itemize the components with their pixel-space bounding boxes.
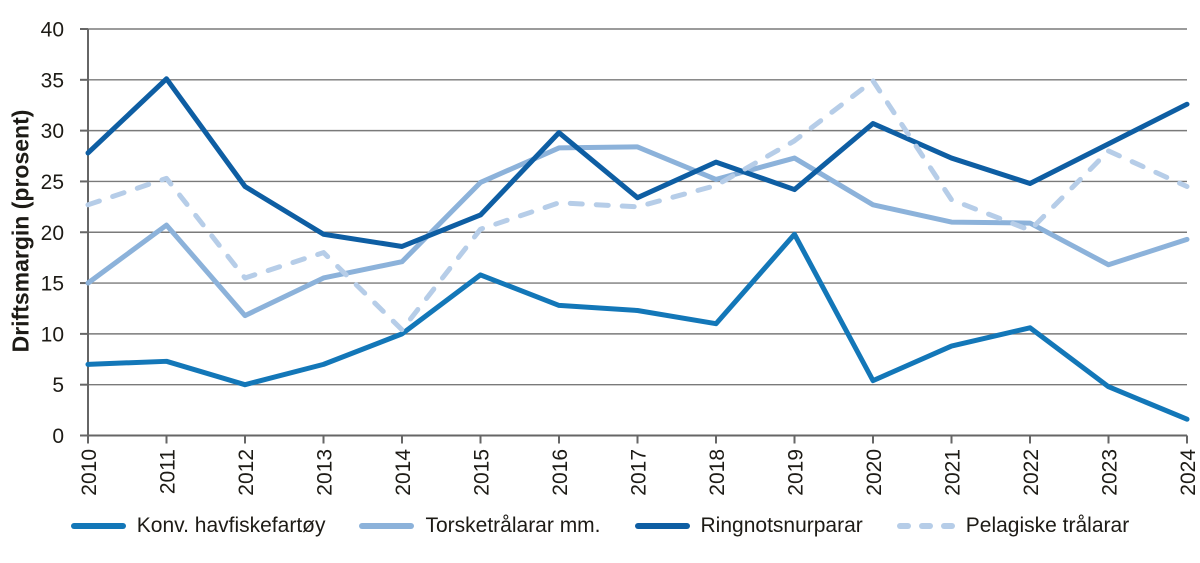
x-tick-label: 2010 — [78, 449, 101, 496]
y-tick-label: 20 — [41, 222, 64, 245]
dash-segment — [918, 523, 933, 529]
y-tick-label: 30 — [41, 120, 64, 143]
series-line-konv-havfiskefart-y — [85, 231, 1190, 422]
legend-item: Pelagiske trålarar — [896, 514, 1130, 538]
x-tick-label: 2014 — [392, 449, 415, 496]
x-tick-label: 2024 — [1177, 449, 1200, 496]
legend-item: Konv. havfiskefartøy — [70, 514, 326, 538]
line-swatch — [359, 523, 415, 529]
y-tick-label: 0 — [52, 425, 64, 448]
y-tick-label: 10 — [41, 323, 64, 346]
legend-label: Konv. havfiskefartøy — [136, 514, 326, 537]
legend-label: Torsketrålarar mm. — [425, 514, 601, 537]
x-tick-label: 2011 — [157, 449, 180, 494]
line-swatch — [70, 523, 126, 529]
x-tick-label: 2023 — [1099, 449, 1122, 496]
plot-area: 0 5 10 15 20 25 30 35 40 2010 2011 2012 2013 2014 2015… — [41, 19, 1200, 496]
dash-segment — [940, 523, 955, 529]
y-tick-label: 25 — [41, 171, 64, 194]
series-line-ringnotsnurparar — [85, 76, 1190, 249]
line-swatch — [634, 523, 690, 529]
y-tick-label: 15 — [41, 273, 64, 296]
x-tick-label: 2021 — [942, 449, 965, 496]
y-tick-label: 35 — [41, 69, 64, 92]
y-tick-label: 40 — [41, 19, 64, 42]
x-tick-label: 2012 — [235, 449, 258, 496]
x-tick-label: 2018 — [706, 449, 729, 496]
x-tick-label: 2016 — [549, 449, 572, 496]
dashed-line-swatch — [896, 523, 955, 529]
x-tick-label: 2019 — [785, 449, 808, 496]
legend-label: Ringnotsnurparar — [700, 514, 863, 537]
x-tick-label: 2022 — [1020, 449, 1043, 496]
legend-item: Torsketrålarar mm. — [359, 514, 601, 538]
x-tick-label: 2013 — [314, 449, 337, 496]
legend-label: Pelagiske trålarar — [965, 514, 1130, 537]
series-line-pelagiske-tr-larar — [85, 78, 1190, 333]
y-tick-label: 5 — [52, 374, 64, 397]
x-tick-label: 2015 — [471, 449, 494, 496]
x-tick-label: 2020 — [863, 449, 886, 496]
legend-item: Ringnotsnurparar — [634, 514, 863, 538]
y-axis-label: Driftsmargin (prosent) — [7, 109, 34, 353]
x-tick-label: 2017 — [628, 449, 651, 496]
series-line-torsketr-larar-mm — [85, 144, 1190, 319]
dash-segment — [896, 523, 911, 529]
legend: Konv. havfiskefartøy Torsketrålarar mm. Ri… — [0, 514, 1200, 538]
